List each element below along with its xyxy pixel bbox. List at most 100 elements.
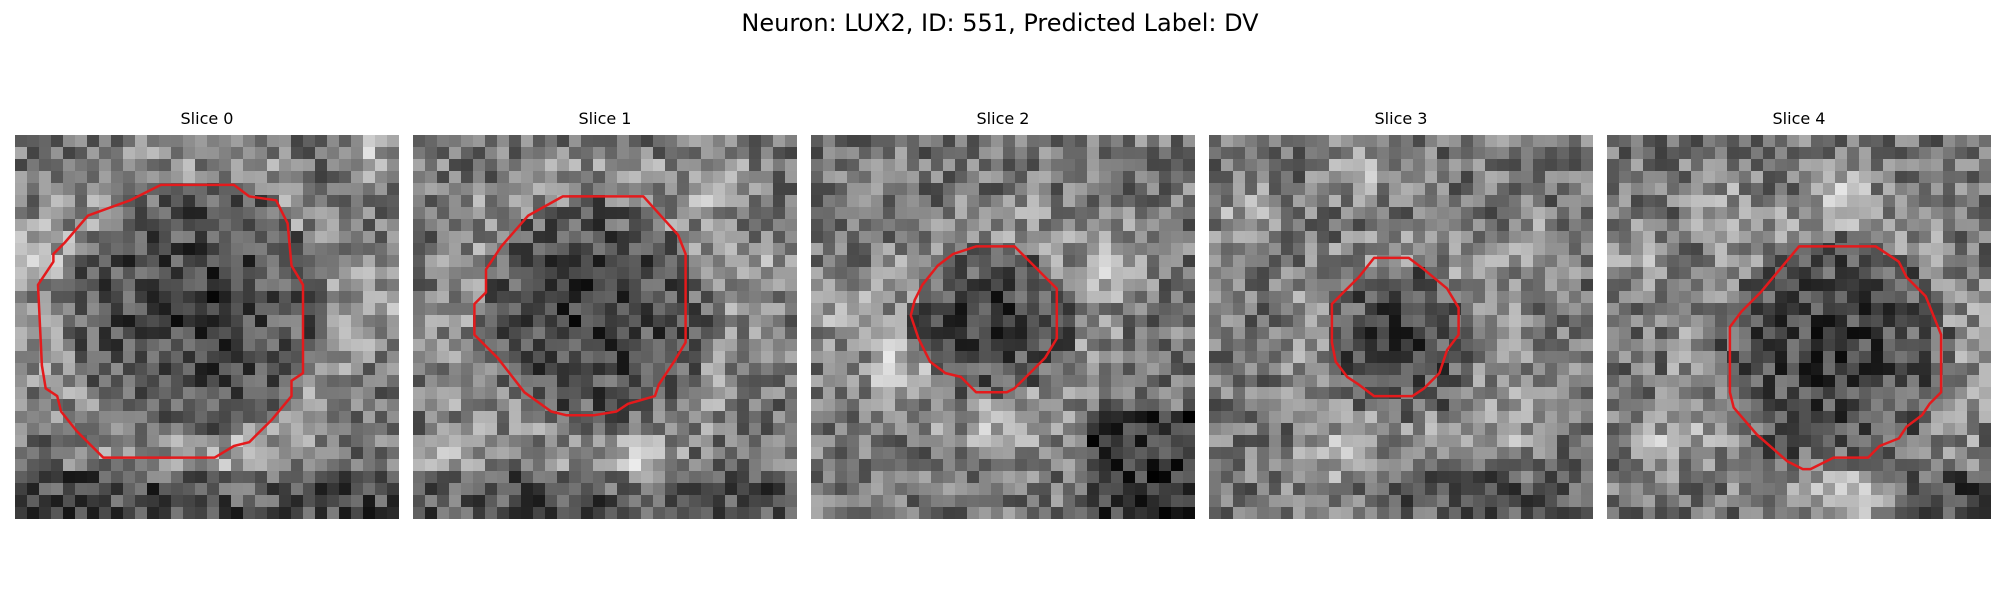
image-pixel	[111, 183, 124, 196]
image-pixel	[761, 219, 774, 232]
image-pixel	[339, 243, 352, 256]
image-pixel	[351, 375, 364, 388]
image-pixel	[1183, 135, 1195, 148]
image-pixel	[521, 147, 534, 160]
image-pixel	[1209, 231, 1222, 244]
image-pixel	[449, 507, 462, 519]
image-pixel	[339, 315, 352, 328]
image-pixel	[859, 495, 872, 508]
image-pixel	[413, 483, 426, 496]
image-pixel	[1437, 255, 1450, 268]
image-pixel	[1401, 135, 1414, 148]
image-pixel	[617, 411, 630, 424]
image-pixel	[99, 399, 112, 412]
image-pixel	[811, 291, 824, 304]
image-pixel	[533, 135, 546, 148]
image-pixel	[1281, 495, 1294, 508]
image-pixel	[1775, 339, 1788, 352]
image-pixel	[1063, 447, 1076, 460]
image-pixel	[689, 147, 702, 160]
image-pixel	[87, 219, 100, 232]
image-pixel	[1655, 459, 1668, 472]
image-pixel	[1413, 435, 1426, 448]
image-pixel	[1823, 351, 1836, 364]
image-pixel	[1545, 435, 1558, 448]
image-pixel	[1039, 423, 1052, 436]
image-pixel	[1027, 435, 1040, 448]
image-pixel	[1365, 315, 1378, 328]
figure-title: Neuron: LUX2, ID: 551, Predicted Label: …	[741, 9, 1259, 37]
image-pixel	[569, 375, 582, 388]
image-pixel	[1039, 171, 1052, 184]
image-pixel	[1159, 267, 1172, 280]
image-pixel	[883, 207, 896, 220]
image-pixel	[243, 159, 256, 172]
image-pixel	[1569, 495, 1582, 508]
image-pixel	[1087, 159, 1100, 172]
image-pixel	[171, 267, 184, 280]
image-pixel	[1341, 399, 1354, 412]
image-pixel	[1557, 279, 1570, 292]
image-pixel	[1221, 399, 1234, 412]
image-pixel	[593, 327, 606, 340]
image-pixel	[1823, 171, 1836, 184]
image-pixel	[1461, 303, 1474, 316]
image-pixel	[1473, 171, 1486, 184]
image-pixel	[713, 171, 726, 184]
image-pixel	[629, 303, 642, 316]
image-pixel	[677, 219, 690, 232]
image-pixel	[1859, 423, 1872, 436]
image-pixel	[1461, 339, 1474, 352]
image-pixel	[1063, 411, 1076, 424]
image-pixel	[219, 351, 232, 364]
image-pixel	[1679, 267, 1692, 280]
image-pixel	[171, 231, 184, 244]
image-pixel	[1317, 303, 1330, 316]
image-pixel	[823, 351, 836, 364]
image-pixel	[497, 231, 510, 244]
image-pixel	[1859, 291, 1872, 304]
image-pixel	[521, 447, 534, 460]
image-pixel	[1437, 327, 1450, 340]
image-pixel	[1099, 483, 1112, 496]
image-pixel	[1581, 135, 1593, 148]
image-pixel	[87, 171, 100, 184]
image-pixel	[485, 423, 498, 436]
image-pixel	[183, 231, 196, 244]
image-pixel	[955, 495, 968, 508]
image-pixel	[1521, 147, 1534, 160]
image-pixel	[267, 231, 280, 244]
image-pixel	[677, 207, 690, 220]
image-pixel	[557, 339, 570, 352]
image-pixel	[593, 459, 606, 472]
image-pixel	[15, 459, 28, 472]
image-pixel	[653, 195, 666, 208]
image-pixel	[461, 459, 474, 472]
image-pixel	[63, 399, 76, 412]
image-pixel	[1377, 411, 1390, 424]
image-pixel	[1365, 279, 1378, 292]
image-pixel	[605, 279, 618, 292]
image-pixel	[847, 159, 860, 172]
image-pixel	[617, 147, 630, 160]
image-pixel	[135, 363, 148, 376]
image-pixel	[1317, 135, 1330, 148]
image-pixel	[1353, 159, 1366, 172]
image-pixel	[629, 255, 642, 268]
image-pixel	[1631, 447, 1644, 460]
image-pixel	[171, 147, 184, 160]
image-pixel	[955, 339, 968, 352]
image-pixel	[1485, 507, 1498, 519]
image-pixel	[1171, 315, 1184, 328]
image-pixel	[413, 495, 426, 508]
image-pixel	[823, 483, 836, 496]
image-pixel	[1569, 411, 1582, 424]
image-pixel	[437, 459, 450, 472]
image-pixel	[1075, 327, 1088, 340]
image-pixel	[1631, 279, 1644, 292]
image-pixel	[1003, 231, 1016, 244]
image-pixel	[207, 291, 220, 304]
image-pixel	[895, 255, 908, 268]
image-pixel	[811, 327, 824, 340]
image-pixel	[413, 459, 426, 472]
